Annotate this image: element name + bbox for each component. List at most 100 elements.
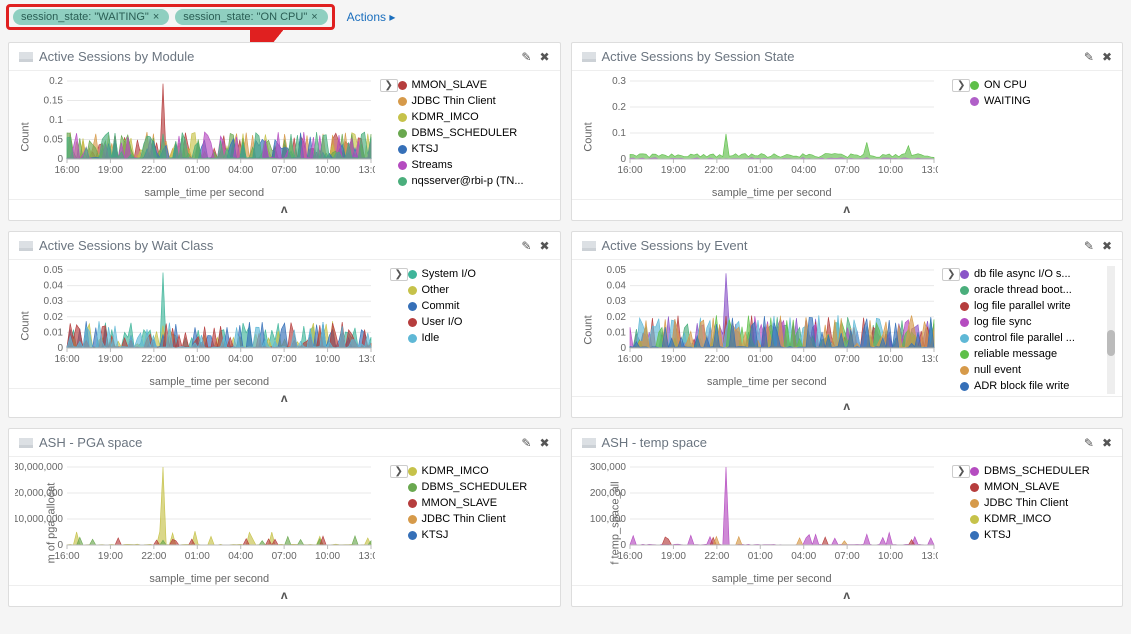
legend-item[interactable]: DBMS_SCHEDULER: [398, 125, 550, 141]
chart-module[interactable]: 00.050.10.150.216:0019:0022:0001:0004:00…: [15, 75, 375, 185]
panel-body: Count00.010.020.030.040.0516:0019:0022:0…: [572, 260, 1123, 396]
legend-item[interactable]: KDMR_IMCO: [408, 463, 550, 479]
panel-expand[interactable]: ʌ: [572, 585, 1123, 606]
svg-text:01:00: 01:00: [185, 354, 210, 365]
legend-swatch: [408, 499, 417, 508]
close-icon[interactable]: ✖: [539, 436, 549, 450]
svg-text:04:00: 04:00: [228, 165, 253, 176]
legend-label: ON CPU: [984, 77, 1027, 93]
legend-item[interactable]: Idle: [408, 330, 550, 346]
panel-expand[interactable]: ʌ: [9, 585, 560, 606]
legend-item[interactable]: MMON_SLAVE: [970, 479, 1112, 495]
chart-area: f temp_space_all0100,000200,000300,00016…: [578, 461, 967, 585]
panel-title: Active Sessions by Wait Class: [39, 238, 213, 253]
legend-item[interactable]: JDBC Thin Client: [970, 495, 1112, 511]
chart-state[interactable]: 00.10.20.316:0019:0022:0001:0004:0007:00…: [578, 75, 938, 185]
legend-nav-icon[interactable]: ❯: [380, 79, 398, 92]
close-icon[interactable]: ✖: [539, 50, 549, 64]
svg-text:04:00: 04:00: [791, 165, 816, 176]
close-icon[interactable]: ✖: [1102, 50, 1112, 64]
chart-waitclass[interactable]: 00.010.020.030.040.0516:0019:0022:0001:0…: [15, 264, 375, 374]
legend-label: DBMS_SCHEDULER: [422, 479, 528, 495]
legend-nav-icon[interactable]: ❯: [952, 465, 970, 478]
svg-text:10:00: 10:00: [315, 354, 340, 365]
legend-item[interactable]: db file async I/O s...: [960, 266, 1112, 282]
legend-item[interactable]: Streams: [398, 157, 550, 173]
legend-item[interactable]: MMON_SLAVE: [398, 77, 550, 93]
legend-item[interactable]: KDMR_IMCO: [398, 109, 550, 125]
legend-item[interactable]: System I/O: [408, 266, 550, 282]
close-icon[interactable]: ✖: [1102, 239, 1112, 253]
chart-temp[interactable]: 0100,000200,000300,00016:0019:0022:0001:…: [578, 461, 938, 571]
legend-item[interactable]: ON CPU: [970, 77, 1112, 93]
close-icon[interactable]: ✖: [539, 239, 549, 253]
filter-pill[interactable]: session_state: "ON CPU" ×: [175, 9, 327, 25]
legend-item[interactable]: KDMR_IMCO: [970, 511, 1112, 527]
edit-icon[interactable]: ✎: [521, 50, 531, 64]
legend-item[interactable]: Commit: [408, 298, 550, 314]
close-icon[interactable]: ×: [153, 11, 159, 23]
legend-swatch: [970, 515, 979, 524]
legend-swatch: [398, 97, 407, 106]
svg-text:0.1: 0.1: [612, 128, 626, 139]
panel-expand[interactable]: ʌ: [9, 388, 560, 409]
panel-expand[interactable]: ʌ: [572, 199, 1123, 220]
panel-expand[interactable]: ʌ: [9, 199, 560, 220]
edit-icon[interactable]: ✎: [1084, 436, 1094, 450]
legend-item[interactable]: KTSJ: [398, 141, 550, 157]
legend-item[interactable]: User I/O: [408, 314, 550, 330]
legend-scrollbar[interactable]: [1107, 266, 1115, 394]
legend-label: MMON_SLAVE: [984, 479, 1060, 495]
legend-item[interactable]: JDBC Thin Client: [408, 511, 550, 527]
panel-body: Count00.010.020.030.040.0516:0019:0022:0…: [9, 260, 560, 388]
legend-swatch: [408, 531, 417, 540]
legend-item[interactable]: control file parallel ...: [960, 330, 1112, 346]
legend-item[interactable]: reliable message: [960, 346, 1112, 362]
legend-item[interactable]: DBMS_SCHEDULER: [408, 479, 550, 495]
legend-nav-icon[interactable]: ❯: [952, 79, 970, 92]
legend-item[interactable]: JDBC Thin Client: [398, 93, 550, 109]
legend-nav-icon[interactable]: ❯: [942, 268, 960, 281]
legend-label: DBMS_SCHEDULER: [412, 125, 518, 141]
edit-icon[interactable]: ✎: [1084, 50, 1094, 64]
legend-item[interactable]: KTSJ: [970, 527, 1112, 543]
svg-text:16:00: 16:00: [54, 354, 79, 365]
svg-text:01:00: 01:00: [185, 551, 210, 562]
svg-text:07:00: 07:00: [272, 551, 297, 562]
legend-item[interactable]: log file parallel write: [960, 298, 1112, 314]
legend-item[interactable]: nqsserver@rbi-p (TN...: [398, 173, 550, 189]
close-icon[interactable]: ×: [311, 11, 317, 23]
edit-icon[interactable]: ✎: [521, 239, 531, 253]
svg-text:01:00: 01:00: [747, 551, 772, 562]
legend-item[interactable]: WAITING: [970, 93, 1112, 109]
panel-body: m of pga_allocat010,000,00020,000,00030,…: [9, 457, 560, 585]
svg-text:04:00: 04:00: [228, 551, 253, 562]
legend-nav-icon[interactable]: ❯: [390, 465, 408, 478]
svg-text:13:00: 13:00: [921, 551, 938, 562]
filter-pill-label: session_state: "WAITING": [21, 11, 149, 23]
chart-area: Count00.050.10.150.216:0019:0022:0001:00…: [15, 75, 394, 199]
legend-item[interactable]: log file sync: [960, 314, 1112, 330]
svg-text:0.02: 0.02: [606, 312, 626, 323]
panel-expand[interactable]: ʌ: [572, 396, 1123, 417]
svg-text:07:00: 07:00: [272, 165, 297, 176]
chart-pga[interactable]: 010,000,00020,000,00030,000,00016:0019:0…: [15, 461, 375, 571]
legend-nav-icon[interactable]: ❯: [390, 268, 408, 281]
chart-event[interactable]: 00.010.020.030.040.0516:0019:0022:0001:0…: [578, 264, 938, 374]
edit-icon[interactable]: ✎: [1084, 239, 1094, 253]
chart-icon: [582, 438, 596, 448]
legend-item[interactable]: MMON_SLAVE: [408, 495, 550, 511]
actions-link[interactable]: Actions ▸: [347, 10, 396, 24]
legend-item[interactable]: Other: [408, 282, 550, 298]
close-icon[interactable]: ✖: [1102, 436, 1112, 450]
filter-pill[interactable]: session_state: "WAITING" ×: [13, 9, 169, 25]
legend-item[interactable]: KTSJ: [408, 527, 550, 543]
legend-item[interactable]: oracle thread boot...: [960, 282, 1112, 298]
edit-icon[interactable]: ✎: [521, 436, 531, 450]
legend-item[interactable]: null event: [960, 362, 1112, 378]
svg-text:300,000: 300,000: [589, 462, 626, 473]
legend-item[interactable]: DBMS_SCHEDULER: [970, 463, 1112, 479]
legend-swatch: [960, 366, 969, 375]
svg-text:10:00: 10:00: [878, 165, 903, 176]
legend-item[interactable]: ADR block file write: [960, 378, 1112, 394]
